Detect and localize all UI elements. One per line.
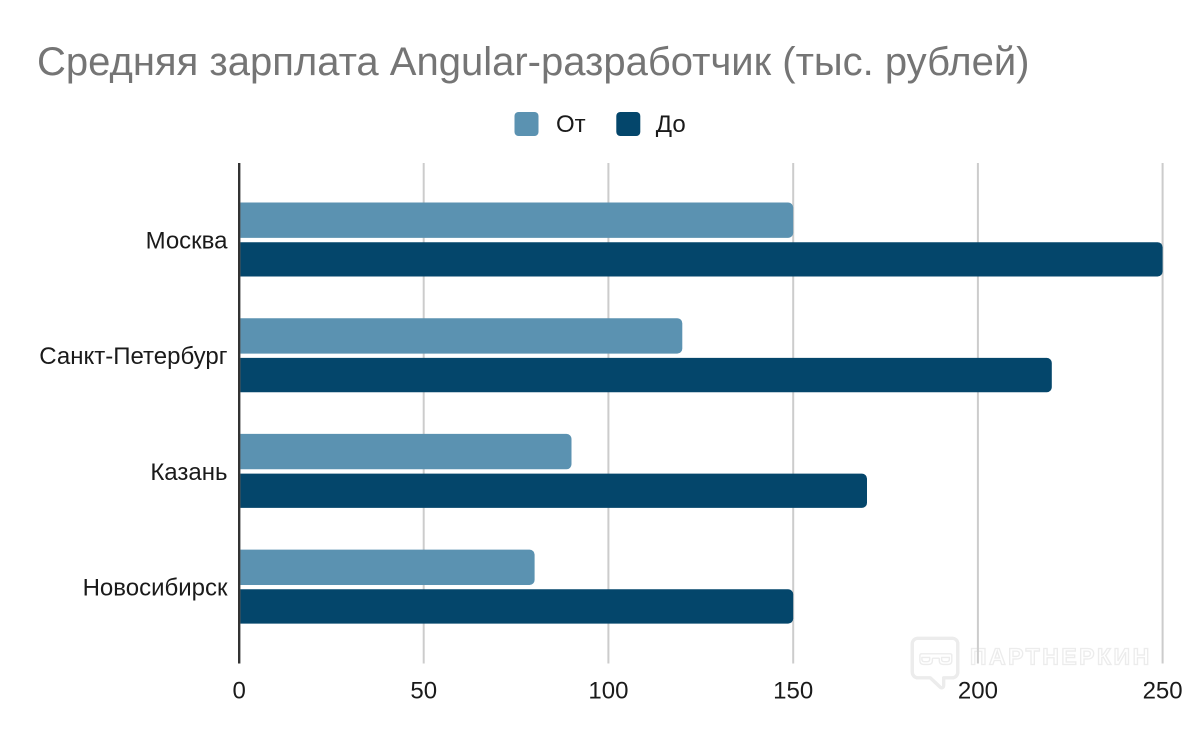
svg-text:50: 50 — [410, 678, 437, 705]
svg-text:250: 250 — [1143, 678, 1183, 705]
svg-text:Новосибирск: Новосибирск — [83, 575, 228, 602]
svg-text:Казань: Казань — [150, 459, 227, 486]
svg-text:ПАРТНЕРКИН: ПАРТНЕРКИН — [970, 643, 1152, 669]
svg-text:Средняя зарплата Angular-разра: Средняя зарплата Angular-разработчик (ты… — [37, 40, 1029, 84]
svg-text:100: 100 — [588, 678, 628, 705]
svg-text:200: 200 — [958, 678, 998, 705]
svg-text:Москва: Москва — [146, 227, 229, 254]
svg-text:0: 0 — [233, 678, 246, 705]
svg-text:150: 150 — [773, 678, 813, 705]
svg-text:Санкт-Петербург: Санкт-Петербург — [39, 343, 227, 370]
svg-text:От: От — [556, 111, 586, 138]
svg-text:До: До — [656, 111, 686, 138]
